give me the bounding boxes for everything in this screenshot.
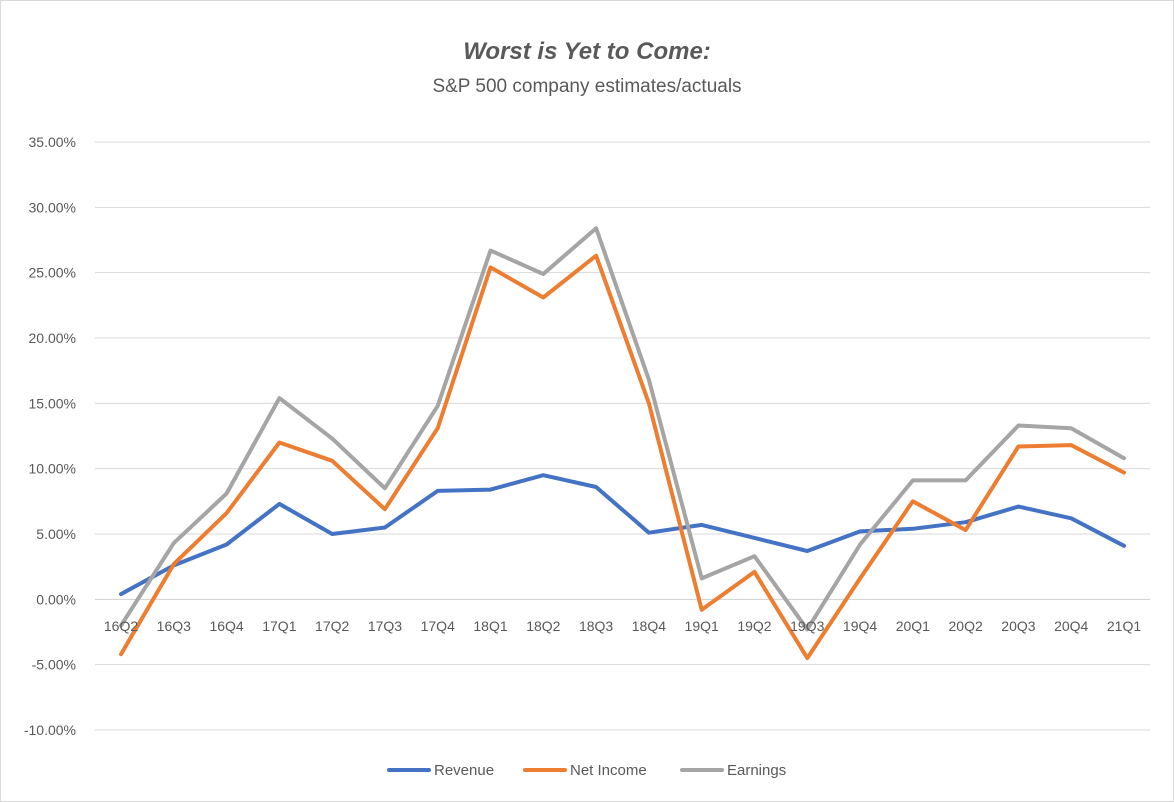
- series-line-revenue: [119, 473, 1126, 597]
- legend-label-earnings: Earnings: [727, 762, 786, 779]
- x-tick-label: 20Q3: [1001, 618, 1035, 634]
- x-tick-label: 20Q1: [896, 618, 930, 634]
- x-tick-label: 17Q2: [315, 618, 349, 634]
- y-tick-label: -10.00%: [24, 722, 76, 738]
- x-tick-label: 18Q4: [632, 618, 666, 634]
- y-tick-label: -5.00%: [32, 657, 76, 673]
- y-tick-label: 35.00%: [29, 134, 76, 150]
- legend: Revenue Net Income Earnings: [387, 762, 786, 779]
- series-lines: [119, 226, 1126, 661]
- y-tick-label: 25.00%: [29, 265, 76, 281]
- y-tick-label: 30.00%: [29, 199, 76, 215]
- x-tick-label: 17Q4: [421, 618, 455, 634]
- x-tick-label: 21Q1: [1107, 618, 1141, 634]
- y-tick-label: 5.00%: [36, 526, 76, 542]
- x-axis-ticks: 16Q2 16Q3 16Q4 17Q1 17Q2 17Q3 17Q4 18Q1 18Q2 18Q3…: [104, 618, 1141, 634]
- x-tick-label: 17Q1: [262, 618, 296, 634]
- x-tick-label: 19Q4: [843, 618, 877, 634]
- y-tick-label: 15.00%: [29, 395, 76, 411]
- legend-label-revenue: Revenue: [434, 762, 494, 779]
- x-tick-label: 18Q2: [526, 618, 560, 634]
- legend-label-net-income: Net Income: [570, 762, 647, 779]
- x-tick-label: 18Q3: [579, 618, 613, 634]
- gridlines: [95, 141, 1150, 731]
- x-tick-label: 16Q4: [209, 618, 243, 634]
- y-tick-label: 10.00%: [29, 461, 76, 477]
- x-tick-label: 18Q1: [473, 618, 507, 634]
- x-tick-label: 16Q3: [157, 618, 191, 634]
- x-tick-label: 17Q3: [368, 618, 402, 634]
- series-line-earnings: [119, 226, 1126, 632]
- chart-subtitle: S&P 500 company estimates/actuals: [432, 76, 742, 97]
- x-tick-label: 19Q1: [685, 618, 719, 634]
- y-tick-label: 20.00%: [29, 330, 76, 346]
- x-tick-label: 20Q2: [949, 618, 983, 634]
- x-tick-label: 20Q4: [1054, 618, 1088, 634]
- x-tick-label: 19Q2: [737, 618, 771, 634]
- y-tick-label: 0.00%: [36, 591, 76, 607]
- x-tick-label: 16Q2: [104, 618, 138, 634]
- series-line-net-income: [119, 253, 1126, 661]
- y-axis-ticks: 35.00% 30.00% 25.00% 20.00% 15.00% 10.00% 5.00…: [24, 134, 76, 738]
- chart-title: Worst is Yet to Come:: [463, 38, 711, 65]
- x-tick-label: 19Q3: [790, 618, 824, 634]
